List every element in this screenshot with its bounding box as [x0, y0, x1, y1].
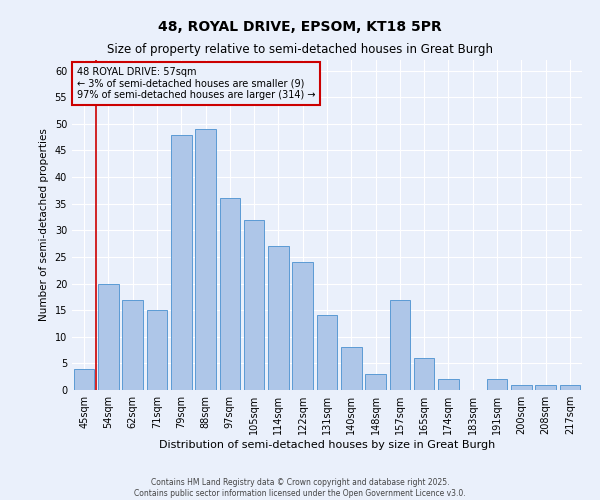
Bar [292, 262, 313, 390]
Bar [414, 358, 434, 390]
Bar [98, 284, 119, 390]
Bar [365, 374, 386, 390]
Bar [220, 198, 240, 390]
Text: 48, ROYAL DRIVE, EPSOM, KT18 5PR: 48, ROYAL DRIVE, EPSOM, KT18 5PR [158, 20, 442, 34]
Bar [74, 368, 94, 390]
Bar [535, 384, 556, 390]
Text: Contains HM Land Registry data © Crown copyright and database right 2025.
Contai: Contains HM Land Registry data © Crown c… [134, 478, 466, 498]
Bar [268, 246, 289, 390]
Text: Size of property relative to semi-detached houses in Great Burgh: Size of property relative to semi-detach… [107, 42, 493, 56]
Bar [560, 384, 580, 390]
Bar [317, 316, 337, 390]
Bar [389, 300, 410, 390]
Bar [122, 300, 143, 390]
Bar [195, 129, 216, 390]
Bar [341, 348, 362, 390]
Bar [487, 380, 508, 390]
Y-axis label: Number of semi-detached properties: Number of semi-detached properties [39, 128, 49, 322]
Bar [511, 384, 532, 390]
X-axis label: Distribution of semi-detached houses by size in Great Burgh: Distribution of semi-detached houses by … [159, 440, 495, 450]
Bar [244, 220, 265, 390]
Bar [171, 134, 191, 390]
Bar [146, 310, 167, 390]
Text: 48 ROYAL DRIVE: 57sqm
← 3% of semi-detached houses are smaller (9)
97% of semi-d: 48 ROYAL DRIVE: 57sqm ← 3% of semi-detac… [77, 66, 316, 100]
Bar [438, 380, 459, 390]
